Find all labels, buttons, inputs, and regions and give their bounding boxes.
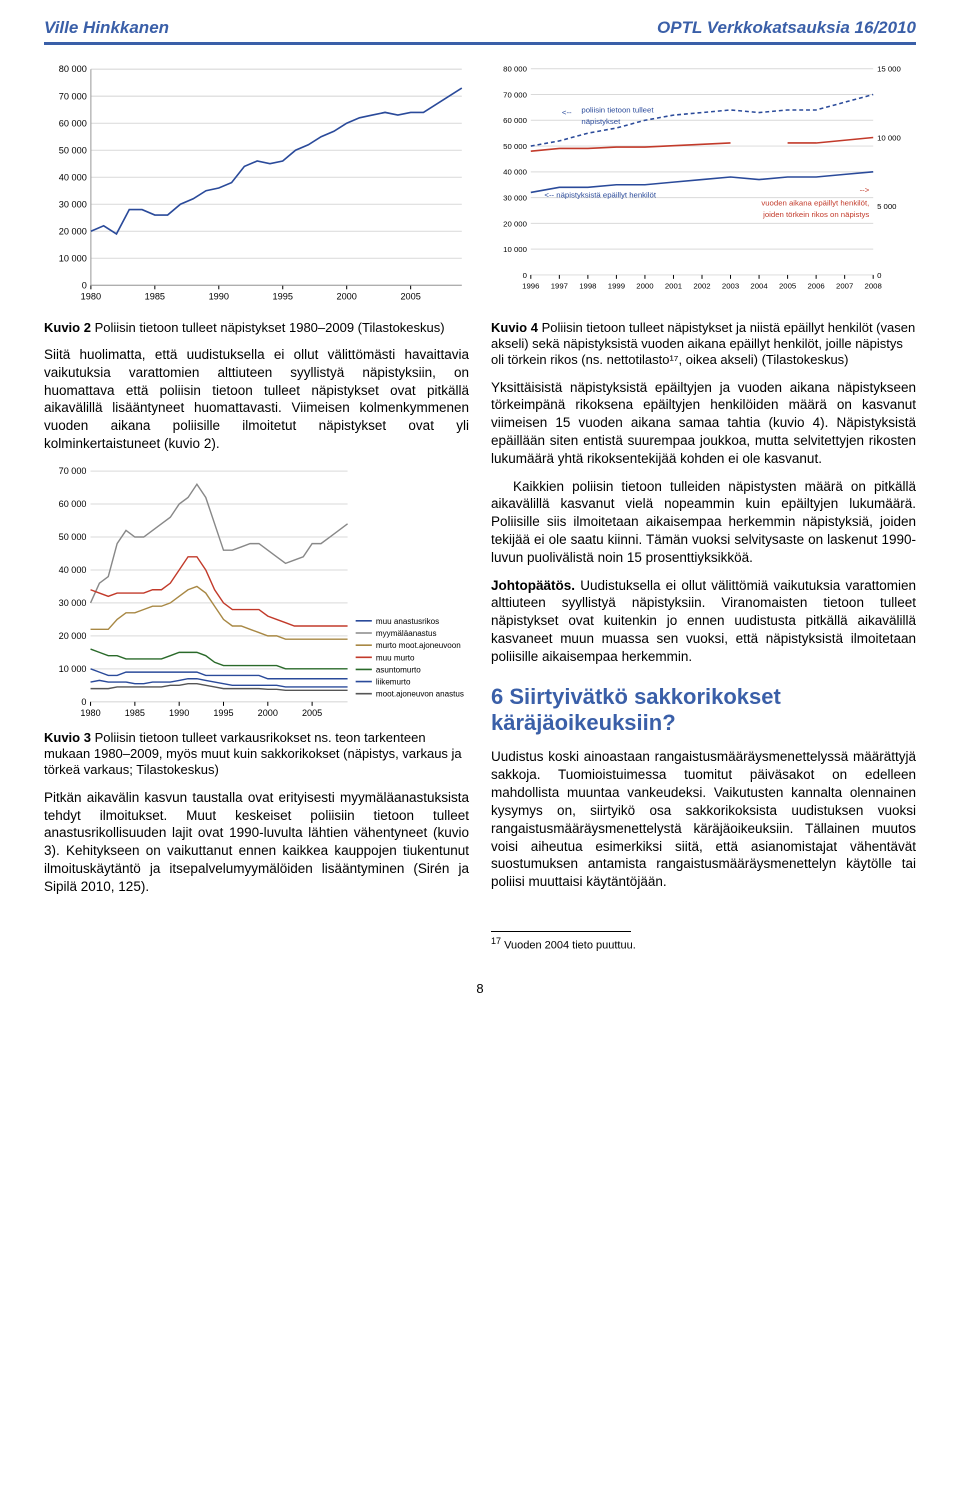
- svg-text:<-- näpistyksistä epäillyt hen: <-- näpistyksistä epäillyt henkilöt: [544, 191, 656, 200]
- caption-kuvio4: Kuvio 4 Poliisin tietoon tulleet näpisty…: [491, 320, 916, 369]
- right-para-2: Kaikkien poliisin tietoon tulleiden näpi…: [491, 478, 916, 567]
- caption-label: Kuvio 2: [44, 320, 91, 335]
- svg-text:poliisin tietoon tulleet: poliisin tietoon tulleet: [581, 106, 654, 115]
- caption-text: Poliisin tietoon tulleet varkausrikokset…: [44, 730, 462, 778]
- left-column: Kuvio 2 Poliisin tietoon tulleet näpisty…: [44, 320, 469, 953]
- right-column: Kuvio 4 Poliisin tietoon tulleet näpisty…: [491, 320, 916, 953]
- svg-text:10 000: 10 000: [503, 245, 527, 254]
- svg-text:1985: 1985: [125, 708, 145, 718]
- chart-kuvio3: 0 10 000 20 000 30 000 40 000 50 000 60 000 70 …: [44, 463, 469, 726]
- right-para-3: Johtopäätös. Uudistuksella ei ollut väli…: [491, 577, 916, 666]
- svg-text:1980: 1980: [80, 708, 100, 718]
- svg-text:1999: 1999: [608, 282, 625, 291]
- footnote-17: 17 Vuoden 2004 tieto puuttuu.: [491, 936, 916, 953]
- svg-text:15 000: 15 000: [877, 65, 901, 74]
- svg-text:2000: 2000: [636, 282, 654, 291]
- svg-text:60 000: 60 000: [59, 499, 87, 509]
- svg-text:40 000: 40 000: [503, 168, 527, 177]
- svg-text:moot.ajoneuvon anastus: moot.ajoneuvon anastus: [376, 690, 464, 699]
- svg-text:10 000: 10 000: [59, 664, 87, 674]
- left-para-1: Siitä huolimatta, että uudistuksella ei …: [44, 346, 469, 453]
- svg-text:muu anastusrikos: muu anastusrikos: [376, 617, 439, 626]
- svg-text:10 000: 10 000: [59, 253, 87, 263]
- svg-text:muu murto: muu murto: [376, 653, 415, 662]
- chart-kuvio2: 0 10 000 20 000 30 000 40 000 50 000 60 000 70 …: [44, 59, 472, 314]
- svg-text:50 000: 50 000: [59, 145, 87, 155]
- svg-text:-->: -->: [860, 185, 870, 194]
- svg-text:vuoden aikana epäillyt henkilö: vuoden aikana epäillyt henkilöt,: [761, 198, 869, 207]
- svg-text:1998: 1998: [579, 282, 596, 291]
- caption-text: Poliisin tietoon tulleet näpistykset ja …: [491, 320, 915, 368]
- svg-text:20 000: 20 000: [59, 226, 87, 236]
- svg-text:2001: 2001: [665, 282, 682, 291]
- svg-text:2005: 2005: [302, 708, 322, 718]
- svg-text:30 000: 30 000: [59, 598, 87, 608]
- svg-text:50 000: 50 000: [503, 142, 527, 151]
- section-6-title: 6 Siirtyivätkö sakkorikokset käräjäoikeu…: [491, 684, 916, 737]
- svg-text:2004: 2004: [750, 282, 768, 291]
- svg-text:näpistykset: näpistykset: [581, 117, 621, 126]
- svg-text:2007: 2007: [836, 282, 853, 291]
- footnote-num: 17: [491, 936, 501, 946]
- page-number: 8: [44, 981, 916, 996]
- svg-text:2000: 2000: [258, 708, 278, 718]
- svg-text:0: 0: [82, 280, 87, 290]
- svg-text:2006: 2006: [807, 282, 824, 291]
- right-para-4: Uudistus koski ainoastaan rangaistusmäär…: [491, 748, 916, 891]
- header-author: Ville Hinkkanen: [44, 18, 169, 38]
- svg-text:2008: 2008: [865, 282, 882, 291]
- footnote-separator: [491, 931, 631, 932]
- caption-label: Kuvio 3: [44, 730, 91, 745]
- svg-text:murto moot.ajoneuvoon: murto moot.ajoneuvoon: [376, 641, 461, 650]
- chart-kuvio4: 0 10 000 20 000 30 000 40 000 50 000 60 000 70 …: [488, 59, 916, 314]
- svg-text:myymäläanastus: myymäläanastus: [376, 629, 437, 638]
- svg-text:80 000: 80 000: [503, 65, 527, 74]
- header-bar: Ville Hinkkanen OPTL Verkkokatsauksia 16…: [44, 0, 916, 45]
- header-publication: OPTL Verkkokatsauksia 16/2010: [657, 18, 916, 38]
- svg-text:0: 0: [81, 697, 86, 707]
- footnote-text: Vuoden 2004 tieto puuttuu.: [504, 940, 636, 952]
- caption-label: Kuvio 4: [491, 320, 538, 335]
- svg-text:joiden törkein rikos on näpist: joiden törkein rikos on näpistys: [762, 210, 869, 219]
- svg-text:40 000: 40 000: [59, 172, 87, 182]
- caption-kuvio2: Kuvio 2 Poliisin tietoon tulleet näpisty…: [44, 320, 469, 336]
- svg-text:50 000: 50 000: [59, 532, 87, 542]
- svg-text:40 000: 40 000: [59, 565, 87, 575]
- svg-text:60 000: 60 000: [503, 116, 527, 125]
- caption-kuvio3: Kuvio 3 Poliisin tietoon tulleet varkaus…: [44, 730, 469, 779]
- svg-text:2005: 2005: [400, 291, 420, 301]
- svg-text:1996: 1996: [522, 282, 539, 291]
- svg-text:80 000: 80 000: [59, 64, 87, 74]
- svg-text:2002: 2002: [693, 282, 710, 291]
- svg-text:30 000: 30 000: [59, 199, 87, 209]
- svg-text:70 000: 70 000: [503, 90, 527, 99]
- svg-text:70 000: 70 000: [59, 466, 87, 476]
- svg-text:10 000: 10 000: [877, 133, 901, 142]
- svg-text:1997: 1997: [551, 282, 568, 291]
- svg-text:20 000: 20 000: [59, 631, 87, 641]
- svg-text:70 000: 70 000: [59, 91, 87, 101]
- svg-text:30 000: 30 000: [503, 194, 527, 203]
- svg-text:0: 0: [877, 271, 882, 280]
- svg-text:asuntomurto: asuntomurto: [376, 665, 421, 674]
- svg-text:1990: 1990: [169, 708, 189, 718]
- svg-text:2005: 2005: [779, 282, 796, 291]
- svg-text:20 000: 20 000: [503, 219, 527, 228]
- lead-bold: Johtopäätös.: [491, 578, 575, 593]
- caption-text: Poliisin tietoon tulleet näpistykset 198…: [95, 320, 445, 335]
- svg-text:1985: 1985: [145, 291, 165, 301]
- svg-text:1995: 1995: [273, 291, 293, 301]
- svg-text:2003: 2003: [722, 282, 739, 291]
- svg-text:2000: 2000: [337, 291, 357, 301]
- svg-text:0: 0: [523, 271, 528, 280]
- svg-text:1995: 1995: [213, 708, 233, 718]
- right-para-1: Yksittäisistä näpistyksistä epäiltyjen j…: [491, 379, 916, 468]
- svg-text:1990: 1990: [209, 291, 229, 301]
- svg-text:5 000: 5 000: [877, 202, 897, 211]
- svg-text:60 000: 60 000: [59, 118, 87, 128]
- left-para-2: Pitkän aikavälin kasvun taustalla ovat e…: [44, 789, 469, 896]
- svg-text:<--: <--: [562, 108, 572, 117]
- svg-text:1980: 1980: [81, 291, 101, 301]
- svg-text:liikemurto: liikemurto: [376, 677, 411, 686]
